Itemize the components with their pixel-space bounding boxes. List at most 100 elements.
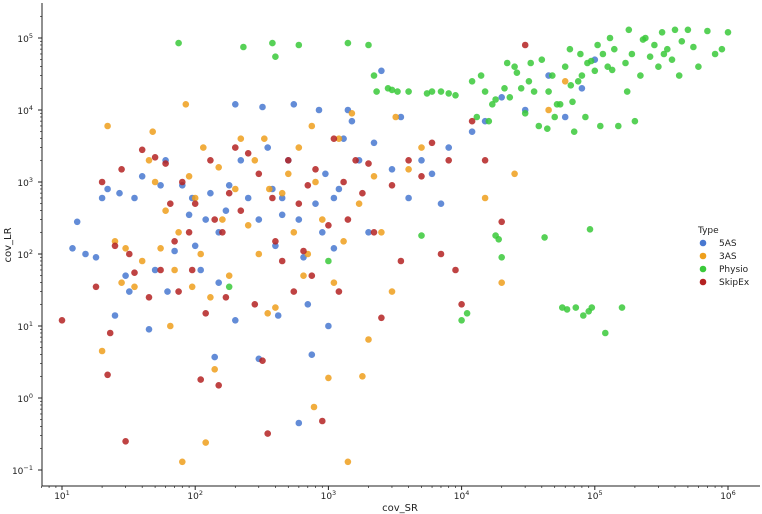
data-point [315, 106, 323, 114]
data-point [718, 45, 726, 53]
data-point [378, 229, 385, 236]
data-point [561, 113, 569, 121]
data-point [116, 189, 123, 197]
data-point [611, 45, 618, 53]
axes-frame [41, 3, 760, 487]
data-point [569, 98, 576, 106]
data-point [126, 288, 133, 295]
legend: Type 5AS 3AS Physio SkipEx [697, 226, 750, 288]
data-point [503, 59, 511, 67]
data-point [378, 314, 385, 322]
data-point [237, 207, 245, 214]
data-point [232, 101, 239, 108]
data-point [405, 166, 412, 173]
data-point [623, 88, 631, 95]
data-point [131, 283, 138, 291]
data-point [423, 90, 431, 97]
x-tick-label: 102 [187, 489, 203, 502]
data-point [370, 173, 378, 180]
data-point [122, 272, 129, 280]
data-point [98, 194, 106, 202]
data-point [272, 238, 279, 245]
data-point [359, 189, 366, 197]
data-point [538, 56, 546, 63]
data-point [492, 96, 499, 103]
data-point [232, 144, 239, 151]
data-point [259, 357, 266, 365]
data-point [445, 157, 453, 164]
data-point [418, 144, 425, 151]
data-point [122, 438, 129, 445]
data-point [578, 85, 586, 92]
data-point [151, 266, 159, 274]
data-point [344, 39, 352, 47]
legend-title: Type [697, 226, 719, 236]
data-point [704, 27, 711, 35]
data-point [290, 101, 298, 108]
data-point [388, 182, 396, 189]
series-skipex [58, 41, 529, 445]
data-point [437, 88, 445, 95]
data-point [300, 272, 307, 280]
data-point [664, 45, 671, 53]
data-point [660, 50, 668, 58]
data-point [530, 88, 538, 95]
data-point [145, 326, 153, 333]
data-point [418, 232, 425, 239]
data-point [397, 113, 405, 121]
data-point [563, 306, 571, 313]
data-point [489, 101, 496, 108]
data-point [481, 194, 489, 202]
data-point [171, 266, 178, 274]
data-point [145, 294, 153, 301]
x-tick-label: 103 [321, 489, 337, 502]
data-point [151, 154, 159, 161]
data-point [157, 182, 164, 189]
data-point [290, 288, 298, 295]
data-point [312, 166, 319, 173]
data-point [185, 229, 193, 236]
data-point [219, 216, 226, 223]
data-point [219, 229, 226, 236]
data-point [274, 312, 282, 319]
data-point [477, 72, 485, 79]
data-point [111, 242, 119, 250]
y-tick-label: 104 [17, 104, 33, 117]
data-point [266, 185, 273, 193]
data-point [325, 322, 332, 330]
data-point [365, 160, 372, 167]
data-point [388, 288, 396, 295]
data-point [92, 253, 100, 261]
data-point [468, 128, 476, 135]
data-point [310, 403, 318, 411]
data-point [340, 238, 347, 245]
data-point [418, 173, 425, 180]
data-point [574, 78, 582, 85]
legend-label: 5AS [719, 239, 737, 249]
legend-label: 3AS [719, 252, 737, 262]
data-point [511, 170, 518, 178]
data-point [261, 135, 268, 142]
data-point [304, 301, 312, 308]
y-tick-label: 102 [17, 248, 33, 261]
data-point [264, 430, 272, 437]
data-point [269, 39, 276, 47]
data-point [335, 185, 343, 193]
data-point [251, 301, 259, 308]
data-point [319, 417, 326, 425]
data-point [202, 216, 209, 223]
data-point [511, 63, 518, 70]
data-point [578, 72, 586, 79]
data-point [711, 50, 719, 58]
data-point [355, 200, 363, 207]
y-tick-label: 100 [17, 392, 33, 405]
data-point [551, 113, 558, 121]
x-tick-label: 101 [54, 489, 70, 502]
data-point [671, 26, 679, 34]
data-point [513, 69, 521, 76]
data-point [131, 194, 138, 202]
data-point [608, 66, 616, 74]
data-point [330, 279, 338, 287]
data-point [278, 257, 286, 265]
x-ticks: 101 102 103 104 105 106 [41, 486, 736, 502]
